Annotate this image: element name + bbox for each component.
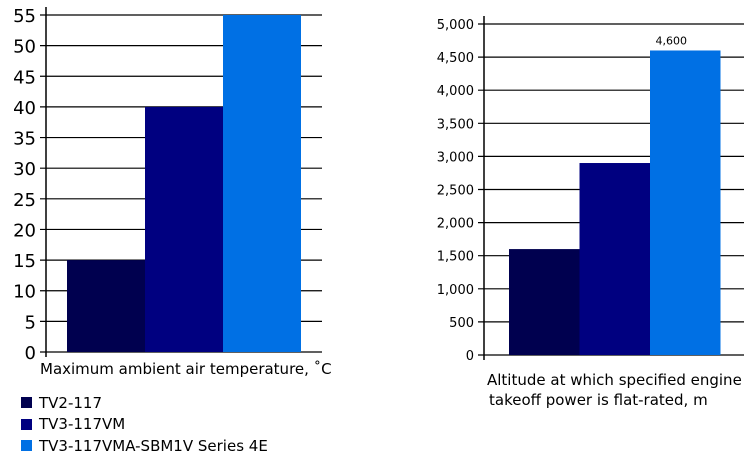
bar-tv3-117vma-sbm1v-series-4e xyxy=(223,15,301,352)
y-tick-label: 2,500 xyxy=(437,184,474,199)
y-tick-label: 5 xyxy=(25,312,36,333)
y-tick-label: 1,000 xyxy=(437,283,474,298)
x-axis-label-altitude-line1: Altitude at which specified engine xyxy=(487,371,742,389)
y-tick-label: 4,000 xyxy=(437,84,474,99)
bar-tv3-117vm xyxy=(579,163,650,355)
data-label: 4,600 xyxy=(656,34,688,47)
y-tick-label: 50 xyxy=(13,37,36,58)
y-tick-label: 5,000 xyxy=(437,18,474,33)
legend-label: TV2-117 xyxy=(39,393,103,412)
y-tick-label: 3,500 xyxy=(437,117,474,132)
y-tick-label: 40 xyxy=(13,98,36,119)
bar-tv3-117vm xyxy=(145,106,223,352)
legend-swatch xyxy=(21,440,32,452)
y-tick-label: 2,000 xyxy=(437,217,474,232)
chart-max-temperature: 0 5 10 15 20 25 30 35 40 45 50 55 xyxy=(13,6,322,364)
bar-tv2-117 xyxy=(509,249,580,355)
bar-tv3-117vma-sbm1v-series-4e xyxy=(650,50,721,355)
bar-tv2-117 xyxy=(67,260,145,352)
y-tick-label: 15 xyxy=(13,251,36,272)
chart-flat-rated-altitude: 0 500 1,000 1,500 2,000 2,500 3,000 3,500 4,000 4… xyxy=(437,16,744,364)
legend: TV2-117 TV3-117VM TV3-117VMA-SBM1V Serie… xyxy=(21,392,268,457)
legend-item: TV3-117VMA-SBM1V Series 4E xyxy=(21,435,268,457)
y-tick-label: 1,500 xyxy=(437,250,474,265)
y-tick-label: 0 xyxy=(466,349,474,364)
y-tick-label: 10 xyxy=(13,282,36,303)
legend-item: TV2-117 xyxy=(21,392,268,414)
y-tick-label: 30 xyxy=(13,159,36,180)
x-axis-label-temperature: Maximum ambient air temperature, ˚C xyxy=(40,360,332,378)
y-tick-label: 0 xyxy=(25,343,36,364)
y-tick-label: 20 xyxy=(13,220,36,241)
y-tick-label: 45 xyxy=(13,67,36,88)
legend-swatch xyxy=(21,397,32,409)
legend-label: TV3-117VMA-SBM1V Series 4E xyxy=(39,436,268,455)
y-tick-label: 35 xyxy=(13,129,36,150)
legend-label: TV3-117VM xyxy=(39,415,126,434)
y-tick-label: 4,500 xyxy=(437,51,474,66)
legend-item: TV3-117VM xyxy=(21,414,268,436)
legend-swatch xyxy=(21,418,32,430)
y-tick-label: 55 xyxy=(13,6,36,27)
x-axis-label-altitude-line2: takeoff power is flat-rated, m xyxy=(489,391,708,409)
y-tick-label: 500 xyxy=(449,316,474,331)
y-tick-label: 3,000 xyxy=(437,150,474,165)
y-tick-label: 25 xyxy=(13,190,36,211)
